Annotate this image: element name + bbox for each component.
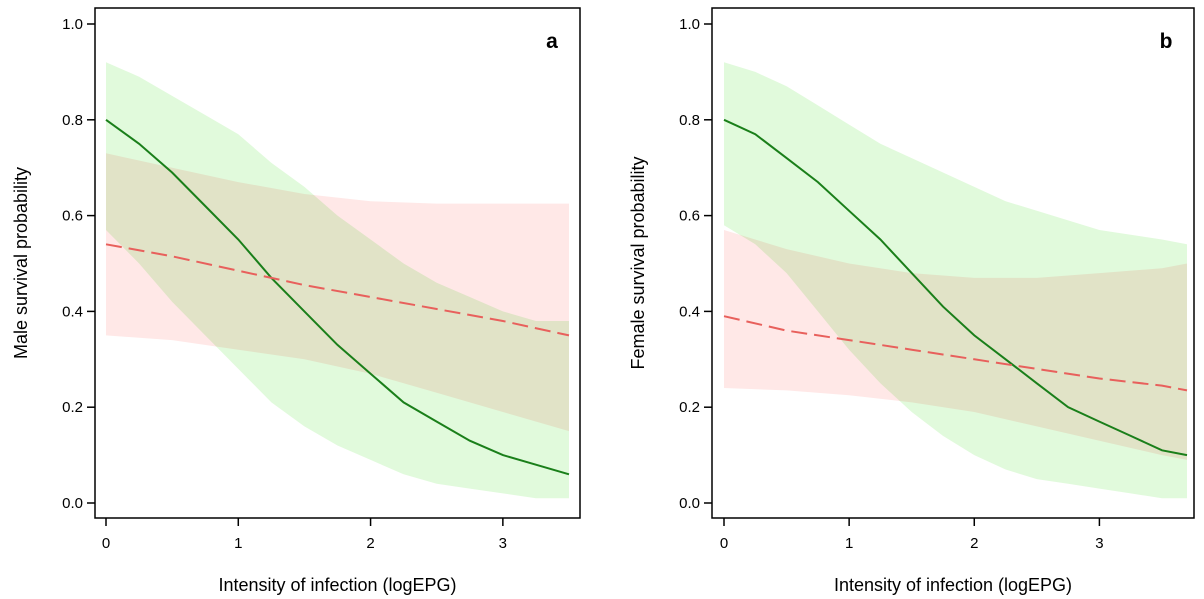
x-tick-label: 3 xyxy=(1095,535,1103,552)
x-axis-label: Intensity of infection (logEPG) xyxy=(834,575,1072,595)
y-tick-label: 0.0 xyxy=(62,495,83,512)
panel-b: 0 1 2 3 0.0 0.2 0.4 0.6 0.8 1.0 b Intensity of in… xyxy=(628,7,1195,595)
axis-ticks: 0 1 2 3 0.0 0.2 0.4 0.6 0.8 1.0 xyxy=(62,16,507,552)
plot-frame xyxy=(94,7,581,519)
y-tick-label: 0.6 xyxy=(62,208,83,225)
series-line-dashed xyxy=(723,315,1188,392)
series-lines xyxy=(723,118,1188,457)
x-axis-label: Intensity of infection (logEPG) xyxy=(218,575,456,595)
y-tick-label: 0.8 xyxy=(679,112,700,129)
series-line-solid xyxy=(723,118,1188,457)
y-tick-label: 0.8 xyxy=(62,112,83,129)
y-tick-label: 1.0 xyxy=(62,16,83,33)
series-lines xyxy=(105,118,570,476)
x-tick-label: 3 xyxy=(499,535,507,552)
y-tick-label: 0.2 xyxy=(62,399,83,416)
y-tick-label: 0.0 xyxy=(679,495,700,512)
confidence-band-dashed xyxy=(724,230,1187,460)
confidence-bands xyxy=(724,62,1187,499)
y-tick-label: 0.2 xyxy=(679,399,700,416)
axis-ticks: 0 1 2 3 0.0 0.2 0.4 0.6 0.8 1.0 xyxy=(679,16,1103,552)
y-axis-label: Female survival probability xyxy=(628,156,648,369)
x-tick-label: 0 xyxy=(720,535,728,552)
confidence-bands xyxy=(106,62,569,499)
panel-a: 0 1 2 3 0.0 0.2 0.4 0.6 0.8 1.0 a Intensity of in… xyxy=(11,7,581,595)
x-tick-label: 0 xyxy=(102,535,110,552)
series-line-dashed xyxy=(105,243,570,337)
x-tick-label: 1 xyxy=(234,535,242,552)
y-axis-label: Male survival probability xyxy=(11,167,31,359)
x-tick-label: 1 xyxy=(845,535,853,552)
x-tick-label: 2 xyxy=(366,535,374,552)
plot-frame xyxy=(711,7,1195,519)
y-tick-label: 0.6 xyxy=(679,208,700,225)
panel-letter: b xyxy=(1160,30,1173,53)
series-line-solid xyxy=(105,118,570,476)
x-tick-label: 2 xyxy=(970,535,978,552)
y-tick-label: 1.0 xyxy=(679,16,700,33)
panel-letter: a xyxy=(546,30,558,53)
y-tick-label: 0.4 xyxy=(679,303,700,320)
y-tick-label: 0.4 xyxy=(62,303,83,320)
